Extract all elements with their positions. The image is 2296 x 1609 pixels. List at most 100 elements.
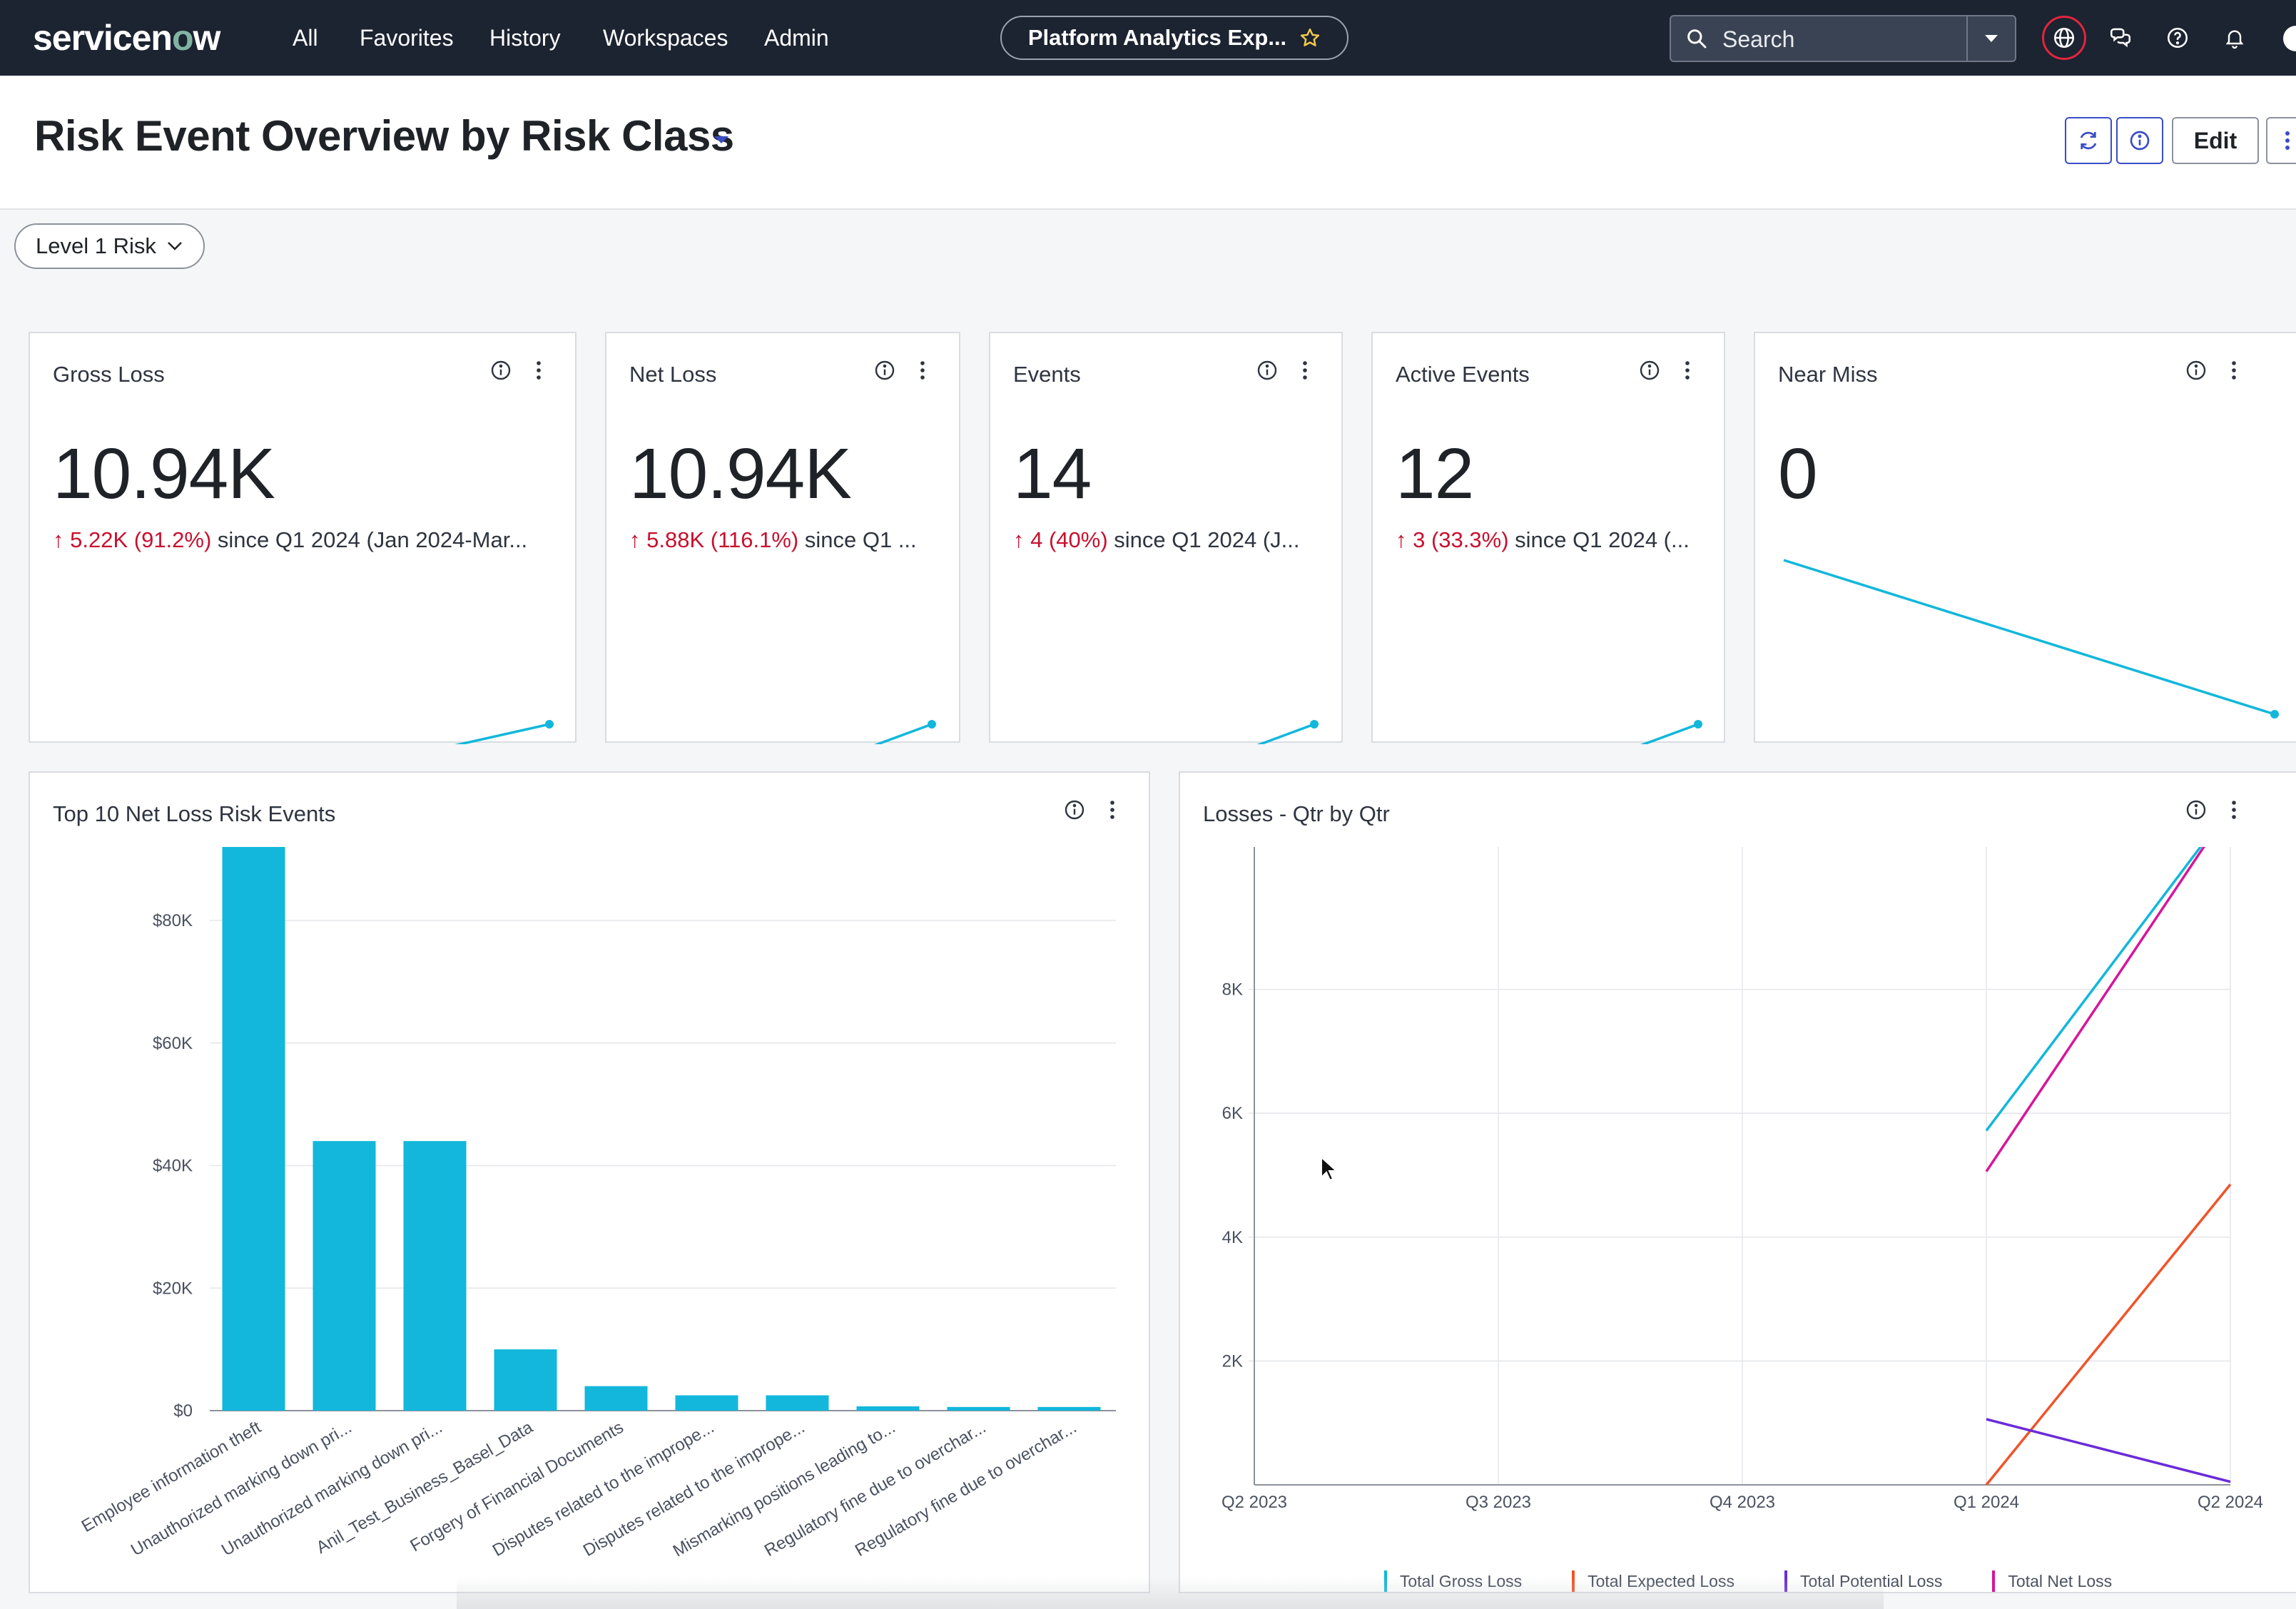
kpi-value: 14	[1013, 434, 1092, 514]
sparkline-path	[1256, 723, 1315, 744]
search-scope-dropdown[interactable]	[1966, 16, 2015, 61]
dashboard-info-button[interactable]	[2116, 117, 2163, 164]
kpi-value: 0	[1778, 434, 1818, 514]
level-1-risk-filter[interactable]: Level 1 Risk	[14, 223, 205, 269]
top-navigation-bar: servicenow All Favorites History Workspa…	[0, 0, 2296, 76]
kpi-change-value: 3 (33.3%)	[1413, 527, 1509, 552]
kpi-card-active-events: Active Events 12 ↑ 3 (33.3%) since Q1 20…	[1371, 332, 1725, 744]
x-tick-label: Q2 2024	[2198, 1493, 2263, 1512]
arrow-up-icon: ↑	[1013, 527, 1025, 552]
legend-item-potential-loss[interactable]: Total Potential Loss	[1784, 1570, 1942, 1592]
user-avatar[interactable]	[2283, 26, 2296, 51]
more-actions-button[interactable]	[2266, 117, 2296, 164]
x-tick-label: Q4 2023	[1710, 1493, 1775, 1512]
kpi-value: 10.94K	[629, 434, 852, 514]
info-icon[interactable]	[1063, 798, 1086, 821]
chat-icon	[2110, 28, 2131, 48]
kpi-change-period: since Q1 ...	[804, 527, 917, 552]
refresh-icon	[2080, 131, 2097, 150]
notifications-button[interactable]	[2215, 19, 2254, 57]
filter-label: Level 1 Risk	[36, 233, 156, 258]
y-tick-label: 8K	[1222, 980, 1243, 1000]
series-line	[1985, 847, 2205, 1172]
chevron-down-icon	[167, 242, 182, 250]
edit-button-label: Edit	[2193, 127, 2237, 153]
chart-title: Losses - Qtr by Qtr	[1203, 801, 1390, 826]
app-context-label: Platform Analytics Exp...	[1027, 25, 1287, 50]
legend-item-net-loss[interactable]: Total Net Loss	[1992, 1570, 2112, 1592]
refresh-button[interactable]	[2065, 117, 2112, 164]
star-icon[interactable]	[1299, 27, 1321, 49]
search-input[interactable]	[1721, 21, 1938, 58]
nav-admin[interactable]: Admin	[764, 25, 829, 51]
info-icon[interactable]	[2185, 359, 2208, 382]
y-tick-label: 2K	[1222, 1351, 1243, 1371]
nav-all[interactable]: All	[293, 25, 318, 51]
dashboard-header: Risk Event Overview by Risk Class Edit	[0, 76, 2296, 210]
x-tick-label: Q1 2024	[1954, 1493, 2019, 1512]
y-tick-label: 6K	[1222, 1104, 1243, 1123]
more-vertical-icon[interactable]	[1109, 799, 1116, 821]
y-tick-label: $40K	[153, 1157, 193, 1176]
legend-item-gross-loss[interactable]: Total Gross Loss	[1383, 1570, 1522, 1592]
kpi-sparkline	[1256, 720, 1319, 744]
y-tick-label: $0	[173, 1401, 193, 1421]
caret-down-icon[interactable]	[712, 134, 731, 146]
app-context-pill[interactable]: Platform Analytics Exp...	[1000, 16, 1348, 60]
info-icon[interactable]	[1638, 359, 1661, 382]
info-icon[interactable]	[489, 359, 512, 382]
global-search[interactable]	[1670, 15, 2016, 62]
kpi-value: 12	[1396, 434, 1474, 514]
legend-item-expected-loss[interactable]: Total Expected Loss	[1572, 1570, 1734, 1592]
kpi-sparkline	[1783, 559, 2279, 719]
series-line	[1985, 847, 2203, 1132]
kpi-change-period: since Q1 2024 (...	[1515, 527, 1690, 552]
help-icon	[2167, 27, 2188, 49]
nav-workspaces[interactable]: Workspaces	[603, 25, 728, 51]
x-tick-label: Q3 2023	[1466, 1493, 1531, 1512]
arrow-up-icon: ↑	[53, 527, 64, 552]
nav-favorites[interactable]: Favorites	[360, 25, 454, 51]
kpi-title: Net Loss	[629, 362, 717, 387]
info-icon[interactable]	[873, 359, 896, 382]
kpi-change-period: since Q1 2024 (Jan 2024-Mar...	[217, 527, 528, 552]
help-button[interactable]	[2158, 19, 2197, 57]
bar	[584, 1386, 648, 1411]
bar	[1037, 1406, 1101, 1411]
y-tick-label: 4K	[1222, 1228, 1243, 1247]
edit-button[interactable]: Edit	[2172, 117, 2259, 164]
kpi-title: Near Miss	[1778, 362, 1878, 387]
bar	[403, 1141, 467, 1411]
losses-line-chart: 2K 4K 6K 8K Q2 2023 Q3 2023 Q4 2023 Q1 2024 Q2 2…	[1221, 847, 2263, 1512]
nav-history[interactable]: History	[489, 25, 561, 51]
language-globe-button[interactable]	[2042, 16, 2086, 60]
sparkline-end-point	[545, 720, 554, 729]
sparkline-path	[454, 723, 550, 744]
kpi-change-value: 4 (40%)	[1030, 527, 1108, 552]
y-tick-label: $80K	[153, 911, 193, 930]
chat-button[interactable]	[2101, 19, 2140, 57]
bar	[313, 1141, 376, 1411]
series-line	[1985, 1183, 2232, 1486]
more-vertical-icon[interactable]	[1684, 360, 1691, 381]
kpi-change: ↑ 5.22K (91.2%) since Q1 2024 (Jan 2024-…	[53, 527, 559, 553]
legend-label: Total Net Loss	[2008, 1571, 2113, 1590]
more-vertical-icon[interactable]	[919, 360, 926, 381]
servicenow-logo[interactable]: servicenow	[33, 18, 220, 58]
chart-title: Top 10 Net Loss Risk Events	[53, 801, 336, 826]
mouse-cursor-icon	[1321, 1156, 1337, 1182]
sparkline-end-point	[1694, 720, 1702, 729]
more-vertical-icon[interactable]	[2230, 360, 2237, 381]
arrow-up-icon: ↑	[629, 527, 641, 552]
kpi-change-value: 5.88K (116.1%)	[646, 527, 799, 552]
kpi-sparkline	[454, 720, 554, 744]
bar	[856, 1406, 920, 1411]
more-vertical-icon[interactable]	[1301, 360, 1309, 381]
info-icon[interactable]	[1256, 359, 1279, 382]
info-icon[interactable]	[2185, 798, 2208, 821]
sparkline-path	[1640, 723, 1699, 744]
more-vertical-icon[interactable]	[535, 360, 542, 381]
kpi-card-gross-loss: Gross Loss 10.94K ↑ 5.22K (91.2%) since …	[29, 332, 576, 744]
more-vertical-icon[interactable]	[2230, 799, 2237, 821]
